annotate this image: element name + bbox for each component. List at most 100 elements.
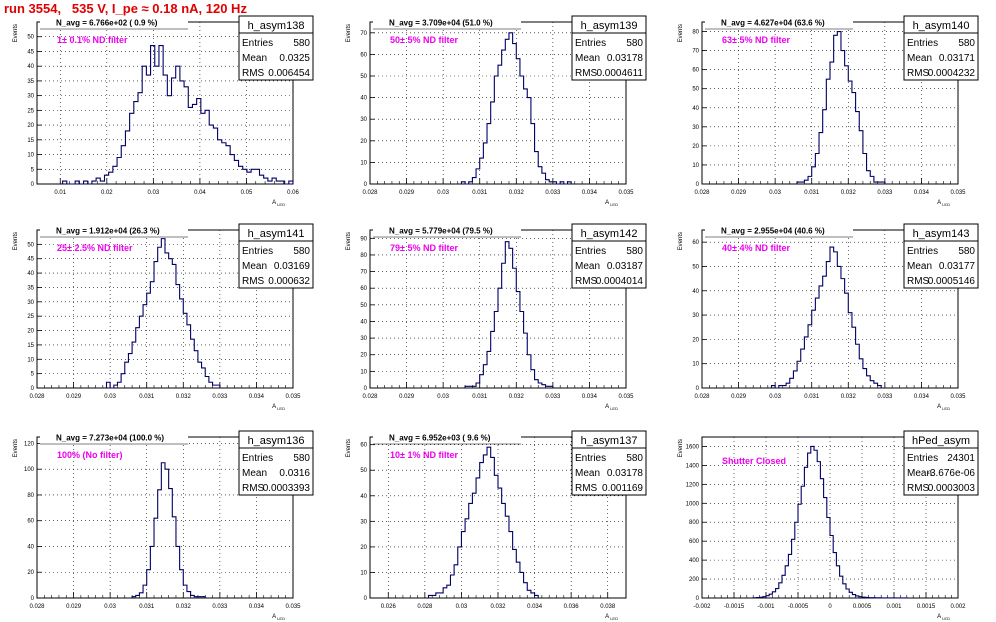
y-axis-label: Events (13, 24, 19, 42)
y-tick-label: 80 (27, 493, 34, 499)
x-tick-label: 0.03 (148, 190, 160, 196)
stats-entries-value: 580 (293, 246, 310, 257)
stats-box (238, 430, 314, 496)
y-tick-label: 30 (360, 117, 367, 123)
y-axis-label: Events (346, 439, 352, 457)
y-tick-label: 40 (360, 494, 367, 500)
stats-rms-value: 0.0003003 (928, 483, 976, 494)
stats-entries-value: 580 (626, 38, 643, 49)
stats-entries-value: 580 (293, 38, 310, 49)
y-tick-label: 50 (27, 35, 34, 41)
x-axis-label: A LED (937, 404, 950, 411)
x-tick-label: 0.033 (212, 394, 228, 400)
y-tick-label: 40 (692, 106, 699, 112)
stats-title: hPed_asym (912, 435, 970, 447)
navg-box (705, 224, 853, 237)
x-tick-label: 0.02 (101, 190, 113, 196)
x-tick-label: -0.0015 (724, 604, 745, 610)
x-tick-label: 0.029 (399, 190, 415, 196)
histogram-bars (62, 45, 294, 185)
navg-box (373, 224, 521, 237)
x-tick-label: -0.0005 (788, 604, 809, 610)
stats-mean-value: 0.0325 (279, 53, 310, 64)
stats-entries-label: Entries (907, 453, 938, 464)
navg-box (373, 16, 521, 29)
x-tick-label: 0.028 (362, 190, 378, 196)
y-tick-label: 25 (27, 108, 34, 114)
stats-mean-label: Mean (907, 53, 932, 64)
x-tick-label: 0.031 (472, 190, 488, 196)
stats-mean-value: 0.03177 (939, 261, 976, 272)
stats-rms-label: RMS (242, 276, 265, 287)
x-axis-label: A LED (605, 200, 618, 207)
y-tick-label: 60 (692, 68, 699, 74)
navg-label: N_avg = 5.779e+04 (79.5 %) (389, 227, 493, 236)
y-tick-label: 50 (692, 264, 699, 270)
x-tick-label: 0.031 (139, 394, 155, 400)
y-tick-label: 40 (27, 64, 34, 70)
y-tick-label: 20 (360, 545, 367, 551)
stats-rms-label: RMS (242, 68, 265, 79)
x-tick-label: 0.06 (287, 190, 299, 196)
x-axis-label: A LED (272, 614, 285, 621)
y-tick-label: 40 (27, 544, 34, 550)
y-tick-label: 60 (27, 519, 34, 525)
stats-mean-label: Mean (907, 468, 932, 479)
x-tick-label: 0.033 (877, 190, 893, 196)
x-tick-label: 0.03 (437, 394, 449, 400)
y-tick-label: 1000 (686, 501, 700, 507)
histogram-bars (464, 241, 554, 388)
stats-rms-value: 0.006454 (268, 68, 310, 79)
stats-mean-value: 0.03187 (607, 261, 644, 272)
stats-mean-value: 0.03178 (607, 53, 644, 64)
y-tick-label: 0 (696, 386, 700, 392)
y-tick-label: 30 (27, 94, 34, 100)
y-tick-label: 10 (360, 570, 367, 576)
histogram-panel: 0.026 0.028 0.03 0.032 0.034 0.036 0.038 0 10 20 3… (346, 430, 647, 621)
navg-box (373, 431, 521, 444)
stats-mean-label: Mean (575, 261, 600, 272)
y-tick-label: 25 (27, 314, 34, 320)
stats-entries-value: 580 (626, 453, 643, 464)
x-tick-label: 0.035 (618, 190, 634, 196)
y-tick-label: 10 (27, 153, 34, 159)
x-tick-label: 0.028 (417, 604, 433, 610)
y-tick-label: 0 (696, 596, 700, 602)
stats-entries-value: 580 (958, 246, 975, 257)
filter-label: 63± 5% ND filter (722, 35, 790, 45)
x-tick-label: 0.035 (285, 394, 301, 400)
stats-rms-value: 0.0004014 (596, 276, 644, 287)
x-tick-label: 0.034 (582, 394, 598, 400)
y-tick-label: 0 (364, 182, 368, 188)
stats-entries-value: 580 (626, 246, 643, 257)
stats-entries-label: Entries (242, 453, 273, 464)
x-tick-label: 0.033 (212, 604, 228, 610)
stats-rms-label: RMS (907, 68, 930, 79)
x-axis-label: A LED (937, 614, 950, 621)
x-tick-label: 0.032 (841, 190, 857, 196)
x-tick-label: 0.031 (472, 394, 488, 400)
x-tick-label: 0.034 (582, 190, 598, 196)
x-tick-label: 0.03 (769, 190, 781, 196)
x-tick-label: -0.001 (757, 604, 775, 610)
y-tick-label: 100 (24, 467, 35, 473)
y-tick-label: 0 (364, 386, 368, 392)
stats-rms-label: RMS (575, 483, 598, 494)
stats-title: h_asym141 (248, 228, 305, 240)
y-tick-label: 70 (360, 270, 367, 276)
x-tick-label: 0.033 (877, 394, 893, 400)
x-tick-label: 0.026 (381, 604, 397, 610)
stats-box (903, 223, 979, 289)
y-tick-label: 35 (27, 285, 34, 291)
y-tick-label: 80 (360, 253, 367, 259)
stats-entries-label: Entries (242, 246, 273, 257)
y-tick-label: 40 (360, 96, 367, 102)
stats-entries-value: 24301 (947, 453, 975, 464)
histogram-panel: -0.002 -0.0015 -0.001 -0.0005 0 0.0005 0.001 0.… (678, 430, 979, 621)
y-tick-label: 10 (692, 362, 699, 368)
y-tick-label: 60 (360, 52, 367, 58)
y-tick-label: 20 (360, 139, 367, 145)
y-tick-label: 30 (360, 336, 367, 342)
y-tick-label: 60 (360, 443, 367, 449)
run-title: run 3554, 535 V, I_pe ≈ 0.18 nA, 120 Hz (4, 1, 247, 16)
